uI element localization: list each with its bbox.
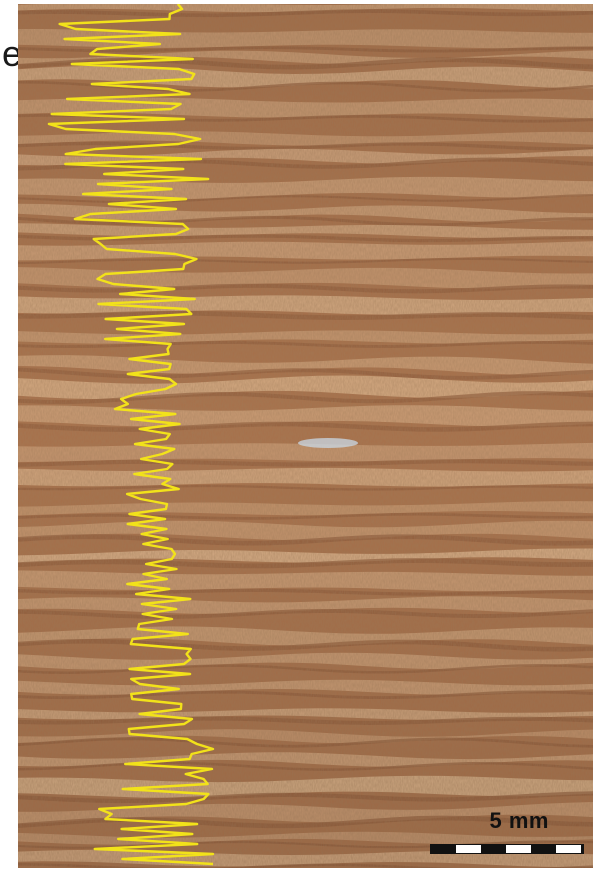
scale-bar-label: 5 mm <box>489 808 549 833</box>
scale-bar <box>430 844 584 854</box>
panel-label: e <box>1 36 22 72</box>
vignette <box>18 4 593 868</box>
photo-canvas <box>18 4 593 868</box>
laminated-rock-photograph: 5 mm <box>18 4 593 868</box>
blue-inclusion <box>298 438 358 448</box>
greyscale-profile-trace <box>47 4 215 866</box>
